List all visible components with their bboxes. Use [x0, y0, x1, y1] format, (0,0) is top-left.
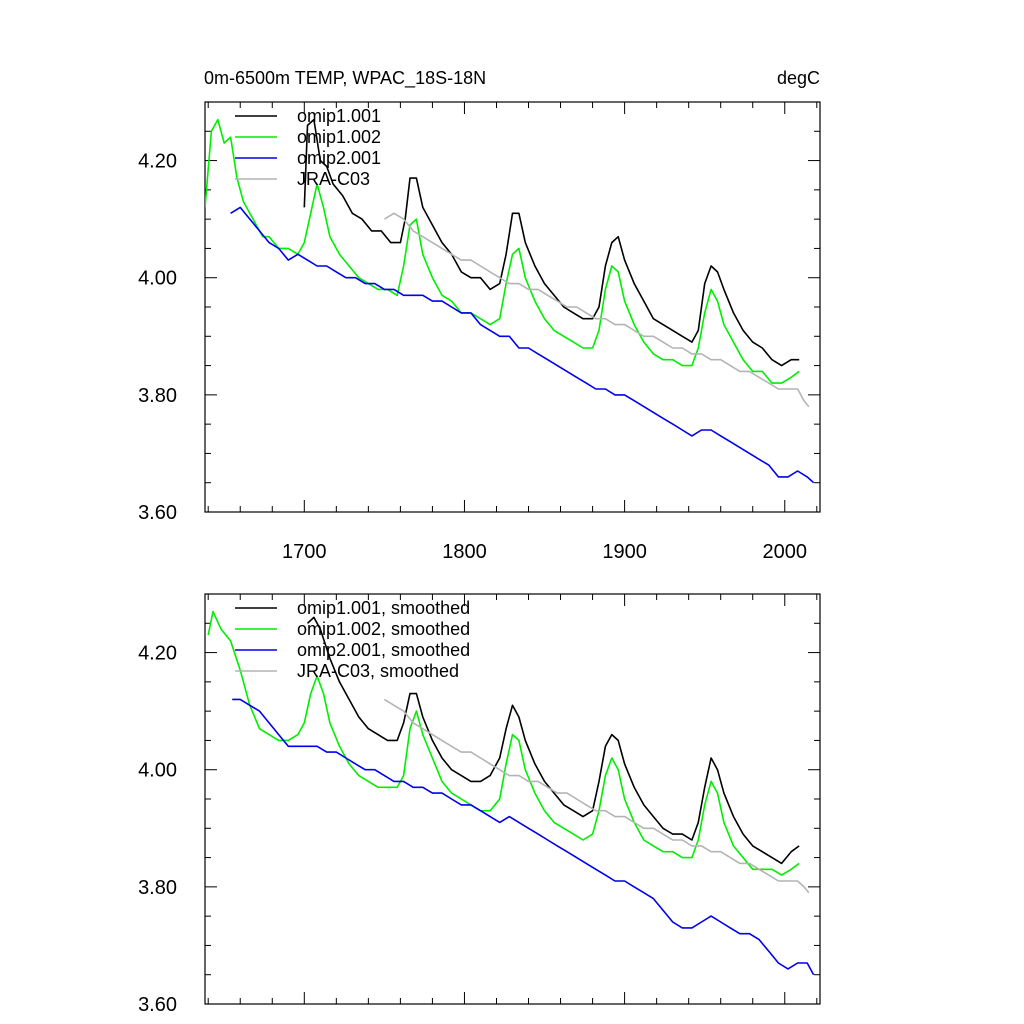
bottom-y-tick-label: 3.60 — [138, 994, 177, 1016]
top-line-plot: 1700 1800 1900 2000 3.60 3.80 4.00 4.20 omip1.00… — [138, 101, 821, 563]
top-x-tick-label: 1800 — [442, 541, 487, 563]
bottom-legend-label: JRA-C03, smoothed — [297, 661, 459, 681]
top-y-tick-label: 4.20 — [138, 151, 177, 173]
bottom-series-line-2 — [207, 610, 800, 876]
top-series-line-4 — [383, 212, 810, 408]
top-x-tick-label: 1900 — [602, 541, 647, 563]
top-plot-title: 0m-6500m TEMP, WPAC_18S-18N — [204, 68, 486, 89]
top-plot-units: degC — [777, 68, 820, 88]
bottom-legend-label: omip1.002, smoothed — [297, 619, 470, 639]
bottom-legend-label: omip1.001, smoothed — [297, 598, 470, 618]
bottom-series-line-1 — [306, 616, 800, 865]
top-x-tick-label: 2000 — [763, 541, 808, 563]
top-x-tick-label: 1700 — [282, 541, 327, 563]
top-legend-label: omip1.001 — [297, 106, 381, 126]
top-series-line-3 — [230, 206, 815, 484]
top-series-line-2 — [205, 118, 800, 384]
top-y-tick-label: 4.00 — [138, 268, 177, 290]
bottom-series-line-4 — [383, 698, 810, 894]
bottom-y-tick-label: 4.00 — [138, 760, 177, 782]
top-series-line-1 — [303, 118, 800, 367]
bottom-series-line-3 — [232, 698, 815, 976]
top-legend-label: omip1.002 — [297, 127, 381, 147]
bottom-legend-label: omip2.001, smoothed — [297, 640, 470, 660]
bottom-y-tick-label: 4.20 — [138, 643, 177, 665]
top-legend-label: JRA-C03 — [297, 169, 370, 189]
top-legend-label: omip2.001 — [297, 148, 381, 168]
bottom-y-tick-label: 3.80 — [138, 877, 177, 899]
bottom-smoothed-line-plot: 3.60 3.80 4.00 4.20 omip1.001, smoothedomip1… — [138, 593, 821, 1016]
top-y-tick-label: 3.60 — [138, 502, 177, 524]
top-y-tick-label: 3.80 — [138, 385, 177, 407]
